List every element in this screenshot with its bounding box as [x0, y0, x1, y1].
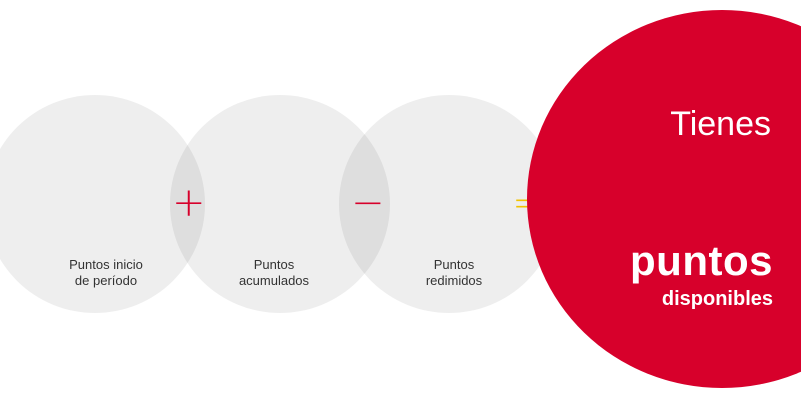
- label-initial-points-line1: Puntos inicio: [69, 257, 143, 272]
- result-title: puntos: [630, 237, 773, 284]
- label-redeemed-points: Puntos redimidos: [374, 257, 534, 289]
- label-accumulated-points-line1: Puntos: [253, 257, 295, 272]
- plus-icon: +: [172, 180, 206, 226]
- label-initial-points-line2: de período: [74, 273, 138, 288]
- label-initial-points: Puntos inicio de período: [26, 257, 186, 289]
- minus-icon: −: [351, 180, 385, 226]
- label-accumulated-points: Puntos acumulados: [194, 257, 354, 289]
- label-redeemed-points-line1: Puntos: [433, 257, 475, 272]
- label-accumulated-points-line2: acumulados: [238, 273, 310, 288]
- result-circle: [527, 10, 801, 388]
- result-intro: Tienes: [670, 105, 771, 143]
- label-redeemed-points-line2: redimidos: [425, 273, 483, 288]
- result-subtitle: disponibles: [661, 288, 773, 310]
- circle-accumulated-points: [170, 95, 390, 313]
- circle-initial-points: [0, 95, 205, 313]
- circle-redeemed-points: [339, 95, 559, 313]
